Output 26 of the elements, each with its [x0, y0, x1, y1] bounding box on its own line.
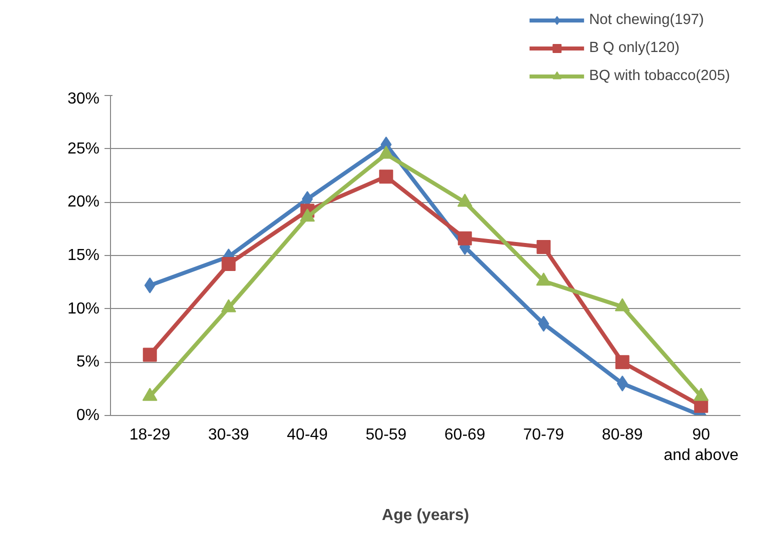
- y-tick-label: 5%: [76, 354, 100, 371]
- x-tick-label: 90 and above: [664, 426, 739, 464]
- x-tick-label: 40-49: [286, 426, 328, 444]
- point: [142, 348, 157, 362]
- x-tick-label: 70-79: [523, 426, 564, 444]
- y-tick-label: 0%: [76, 407, 100, 424]
- x-tick-label: 18-29: [129, 426, 170, 444]
- point: [222, 257, 236, 272]
- y-tick-label: 30%: [67, 90, 100, 108]
- point: [379, 170, 394, 184]
- x-axis-title: Age (years): [382, 506, 470, 524]
- point: [616, 376, 628, 392]
- legend-label: B Q only(120): [589, 40, 680, 56]
- x-tick-label: 50-59: [366, 426, 407, 444]
- point: [615, 355, 630, 370]
- y-tick-label: 25%: [67, 140, 100, 158]
- legend-label: BQ with tobacco(205): [589, 68, 730, 84]
- legend-label: Not chewing(197): [589, 12, 704, 28]
- y-tick-label: 20%: [67, 194, 100, 211]
- y-tick-label: 15%: [67, 247, 100, 264]
- point: [458, 231, 472, 246]
- y-tick-label: 10%: [67, 300, 100, 318]
- x-tick-label: 30-39: [208, 426, 250, 444]
- x-tick-label: 80-89: [602, 426, 643, 444]
- x-tick-label: 60-69: [444, 426, 486, 444]
- point: [536, 240, 551, 254]
